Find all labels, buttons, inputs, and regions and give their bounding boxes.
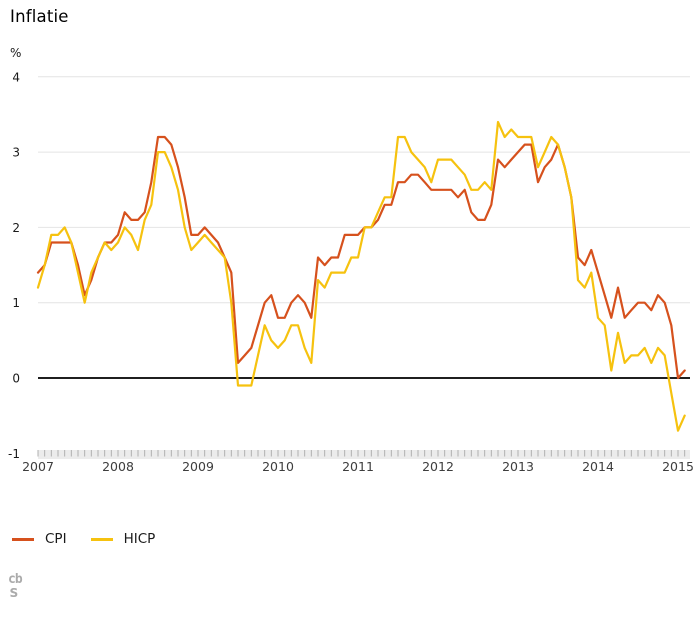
y-axis-unit-label: % [10, 46, 22, 60]
year-tick-label: 2008 [102, 459, 134, 474]
legend-label-cpi: CPI [45, 531, 67, 547]
year-tick-label: 2009 [182, 459, 214, 474]
y-tick-label: 4 [12, 70, 20, 84]
year-tick-label: 2011 [342, 459, 374, 474]
year-tick-label: 2014 [582, 459, 614, 474]
hicp-line [36, 120, 686, 432]
y-tick-label: 0 [12, 372, 20, 386]
page-title: Inflatie [10, 7, 69, 26]
cpi-line [36, 135, 686, 380]
chart-legend: CPI HICP [12, 531, 155, 547]
year-tick-label: 2015 [662, 459, 694, 474]
year-tick-label: 2010 [262, 459, 294, 474]
hicp-line-swatch [90, 537, 113, 541]
year-tick-label: 2012 [422, 459, 454, 474]
y-tick-label: -1 [8, 447, 20, 461]
legend-item-cpi: CPI [12, 531, 67, 547]
y-tick-label: 3 [12, 146, 20, 160]
cbs-logo: cb s [8, 572, 38, 610]
y-tick-label: 1 [12, 296, 20, 310]
legend-label-hicp: HICP [123, 531, 156, 547]
cbs-logo-text-top: cb [8, 572, 23, 587]
year-tick-label: 2007 [22, 459, 54, 474]
cbs-logo-text-bottom: s [9, 582, 19, 601]
legend-item-hicp: HICP [90, 531, 156, 547]
y-tick-label: 2 [12, 221, 20, 235]
x-axis-band [38, 450, 690, 459]
cpi-line-swatch [12, 537, 34, 541]
year-tick-label: 2013 [502, 459, 534, 474]
